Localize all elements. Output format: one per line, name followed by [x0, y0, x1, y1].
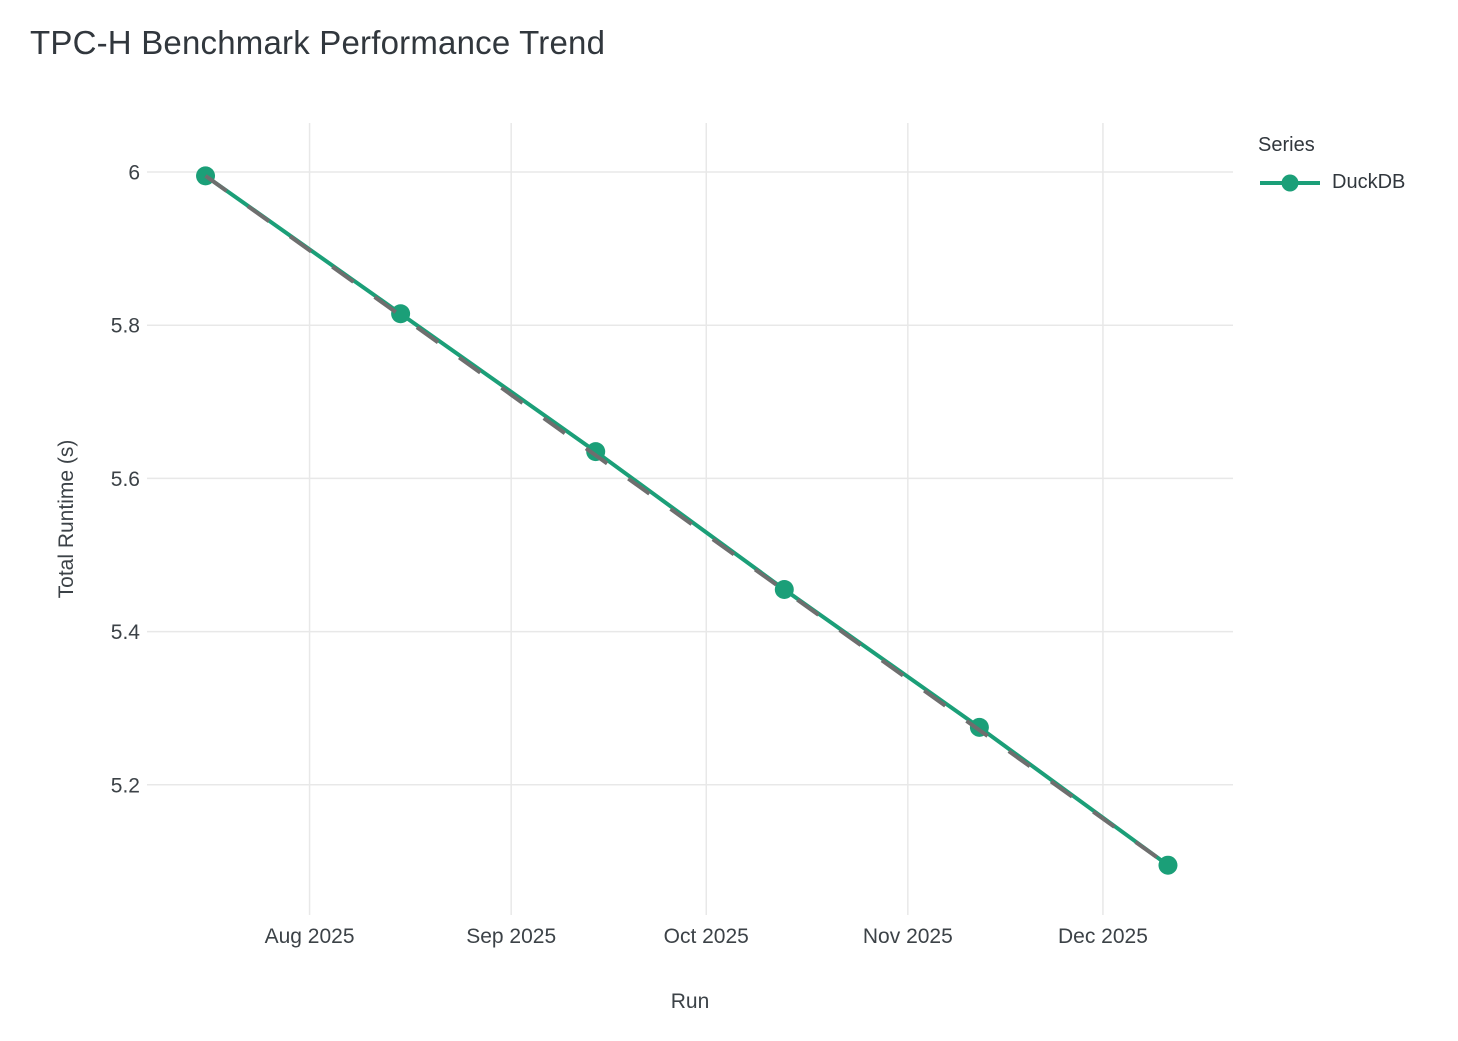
legend-title: Series: [1258, 134, 1315, 156]
y-tick-label: 5.8: [111, 315, 140, 338]
chart-title: TPC-H Benchmark Performance Trend: [30, 24, 606, 61]
legend-item-duckdb[interactable]: DuckDB: [1258, 171, 1405, 194]
data-point[interactable]: [391, 304, 411, 324]
y-tick-label: 6: [128, 162, 140, 185]
x-tick-label: Sep 2025: [466, 925, 556, 948]
x-tick-label: Nov 2025: [863, 925, 953, 948]
x-tick-label: Dec 2025: [1058, 925, 1148, 948]
legend-line-marker-icon: [1260, 174, 1320, 191]
y-axis-title: Total Runtime (s): [55, 439, 78, 599]
legend-item-label: DuckDB: [1332, 171, 1406, 193]
data-point[interactable]: [774, 579, 794, 599]
x-tick-label: Aug 2025: [265, 925, 355, 948]
x-axis-title: Run: [670, 990, 710, 1013]
trendline: [204, 174, 1170, 867]
y-tick-label: 5.2: [111, 774, 140, 797]
data-point[interactable]: [1158, 855, 1178, 875]
y-tick-label: 5.6: [111, 468, 140, 491]
y-tick-label: 5.4: [111, 621, 141, 644]
legend: Series DuckDB: [1258, 134, 1405, 194]
x-tick-label: Oct 2025: [664, 925, 749, 948]
